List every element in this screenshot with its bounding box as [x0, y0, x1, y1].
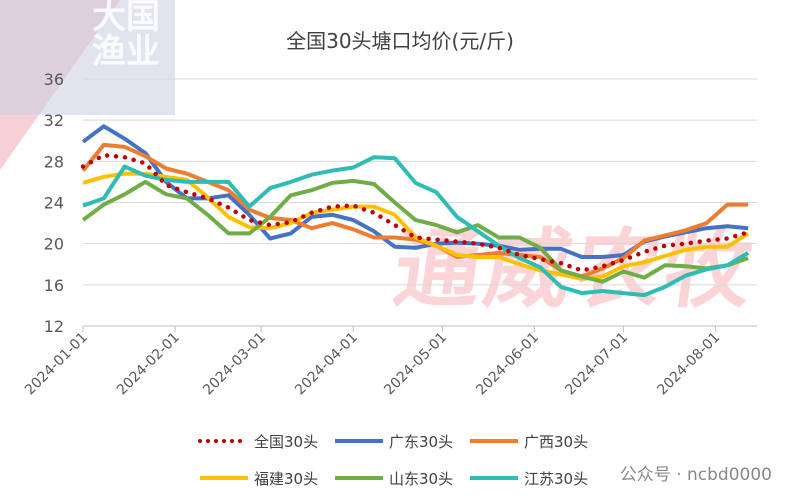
chart-title: 全国30头塘口均价(元/斤)	[286, 29, 514, 53]
series-line-福建30头	[82, 171, 750, 281]
series-line-江苏30头	[82, 155, 750, 298]
series-line-山东30头	[81, 178, 749, 284]
legend-label: 广西30头	[524, 433, 588, 451]
legend-label: 全国30头	[254, 433, 318, 451]
watermark-logo: 大国渔业	[92, 0, 160, 72]
x-tick-label: 2024-01-01	[22, 330, 91, 399]
legend-label: 江苏30头	[524, 470, 588, 488]
x-tick-label: 2024-02-01	[114, 330, 183, 399]
watermark-account: 公众号 · ncbd0000	[615, 458, 776, 487]
y-tick-label: 20	[44, 235, 64, 254]
y-tick-label: 16	[44, 276, 64, 295]
legend-label: 山东30头	[389, 470, 453, 488]
x-tick-label: 2024-06-01	[473, 330, 542, 399]
legend-label: 福建30头	[254, 470, 318, 488]
x-tick-label: 2024-03-01	[200, 330, 269, 399]
x-tick-label: 2024-07-01	[562, 330, 631, 399]
series-line-全国30头	[80, 152, 751, 273]
watermark-block	[0, 0, 175, 115]
y-tick-label: 32	[44, 111, 64, 130]
y-tick-label: 12	[44, 317, 64, 336]
y-tick-label: 24	[44, 194, 64, 213]
x-tick-label: 2024-08-01	[654, 330, 723, 399]
x-tick-label: 2024-05-01	[381, 330, 450, 399]
series-line-广西30头	[81, 142, 749, 279]
x-tick-label: 2024-04-01	[292, 330, 361, 399]
y-tick-label: 36	[44, 70, 64, 89]
legend-label: 广东30头	[389, 433, 453, 451]
y-tick-label: 28	[44, 152, 64, 171]
